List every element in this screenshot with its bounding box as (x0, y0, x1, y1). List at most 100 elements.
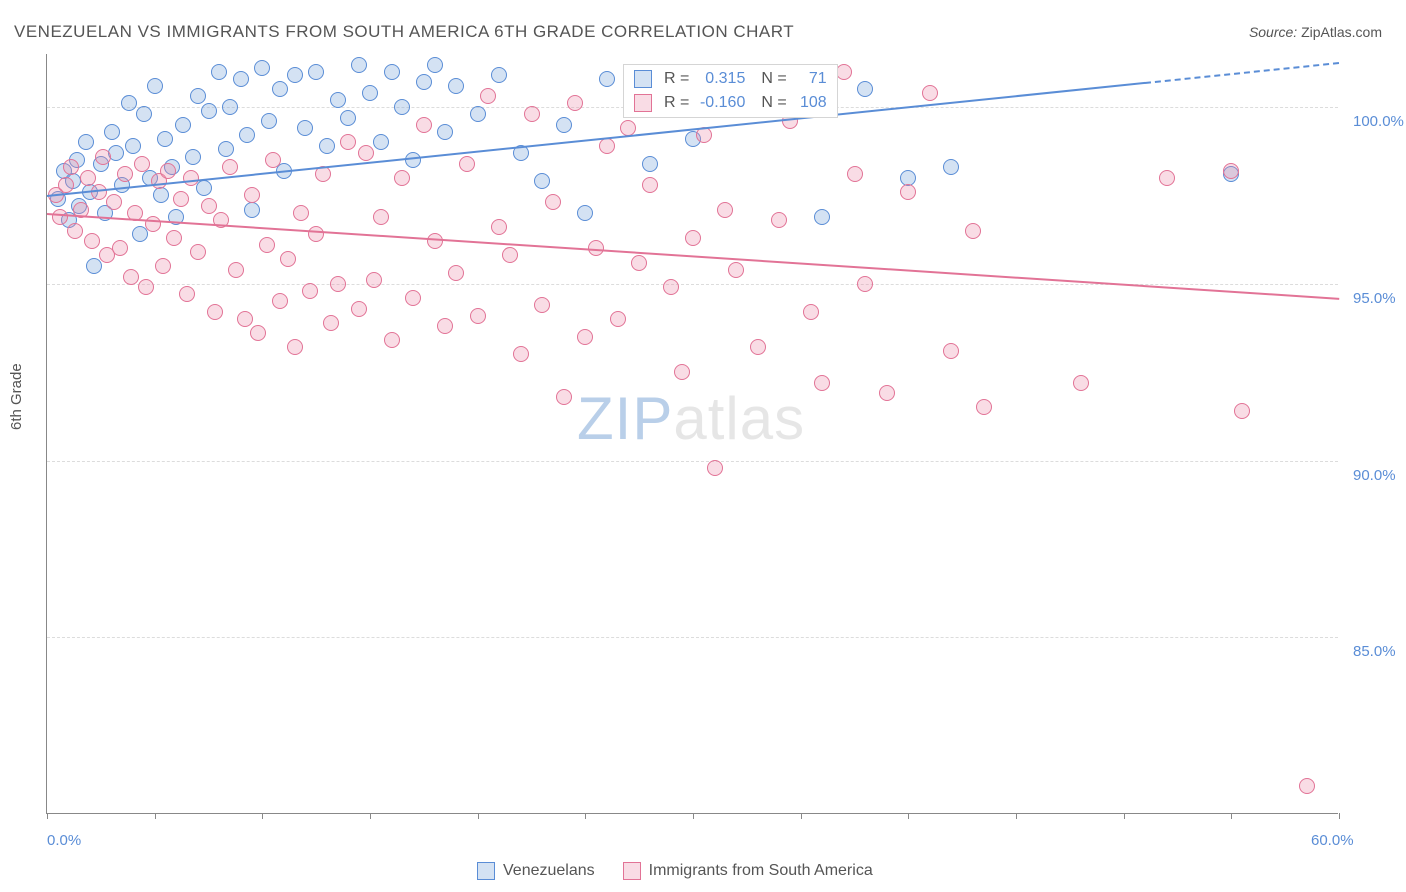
data-point (373, 209, 389, 225)
stats-n-value: 108 (787, 91, 827, 115)
data-point (244, 187, 260, 203)
legend-label: Venezuelans (503, 862, 595, 879)
data-point (201, 198, 217, 214)
data-point (567, 95, 583, 111)
data-point (943, 159, 959, 175)
data-point (179, 286, 195, 302)
data-point (244, 202, 260, 218)
data-point (922, 85, 938, 101)
data-point (138, 279, 154, 295)
data-point (104, 124, 120, 140)
data-point (491, 219, 507, 235)
data-point (196, 180, 212, 196)
stats-n-label: N = (761, 91, 786, 115)
data-point (857, 81, 873, 97)
data-point (207, 304, 223, 320)
data-point (265, 152, 281, 168)
gridline (47, 461, 1338, 462)
stats-r-value: -0.160 (689, 91, 745, 115)
stats-r-label: R = (664, 91, 689, 115)
data-point (427, 57, 443, 73)
data-point (351, 57, 367, 73)
data-point (134, 156, 150, 172)
data-point (642, 156, 658, 172)
data-point (480, 88, 496, 104)
data-point (976, 399, 992, 415)
data-point (302, 283, 318, 299)
data-point (427, 233, 443, 249)
stats-r-value: 0.315 (689, 67, 745, 91)
plot-area: ZIPatlas 85.0%90.0%95.0%100.0%0.0%60.0%R… (46, 54, 1338, 814)
data-point (145, 216, 161, 232)
data-point (190, 88, 206, 104)
data-point (707, 460, 723, 476)
data-point (319, 138, 335, 154)
data-point (351, 301, 367, 317)
x-tick (1231, 813, 1232, 819)
legend-swatch (477, 862, 495, 880)
x-tick (1339, 813, 1340, 819)
data-point (160, 163, 176, 179)
legend-label: Immigrants from South America (649, 862, 873, 879)
watermark: ZIPatlas (577, 384, 805, 453)
data-point (631, 255, 647, 271)
data-point (879, 385, 895, 401)
data-point (405, 152, 421, 168)
data-point (112, 240, 128, 256)
data-point (803, 304, 819, 320)
data-point (185, 149, 201, 165)
stats-box: R =0.315 N =71 R =-0.160 N =108 (623, 64, 838, 118)
data-point (437, 318, 453, 334)
data-point (78, 134, 94, 150)
data-point (183, 170, 199, 186)
watermark-zip: ZIP (577, 385, 673, 452)
watermark-atlas: atlas (673, 385, 805, 452)
stats-n-label: N = (761, 67, 786, 91)
data-point (239, 127, 255, 143)
x-tick (478, 813, 479, 819)
data-point (218, 141, 234, 157)
data-point (1159, 170, 1175, 186)
data-point (358, 145, 374, 161)
chart-container: VENEZUELAN VS IMMIGRANTS FROM SOUTH AMER… (0, 0, 1406, 892)
data-point (272, 293, 288, 309)
data-point (900, 184, 916, 200)
data-point (366, 272, 382, 288)
chart-title: VENEZUELAN VS IMMIGRANTS FROM SOUTH AMER… (14, 22, 794, 42)
data-point (308, 64, 324, 80)
data-point (416, 74, 432, 90)
data-point (147, 78, 163, 94)
data-point (117, 166, 133, 182)
data-point (771, 212, 787, 228)
data-point (502, 247, 518, 263)
stats-swatch (634, 70, 652, 88)
data-point (80, 170, 96, 186)
stats-n-value: 71 (787, 67, 827, 91)
data-point (157, 131, 173, 147)
data-point (222, 99, 238, 115)
data-point (491, 67, 507, 83)
data-point (222, 159, 238, 175)
trend-line-dash (1145, 62, 1339, 84)
data-point (663, 279, 679, 295)
data-point (330, 92, 346, 108)
data-point (1073, 375, 1089, 391)
data-point (642, 177, 658, 193)
y-tick-label: 100.0% (1353, 113, 1404, 130)
data-point (577, 329, 593, 345)
data-point (394, 170, 410, 186)
data-point (448, 78, 464, 94)
data-point (233, 71, 249, 87)
data-point (943, 343, 959, 359)
data-point (534, 297, 550, 313)
data-point (272, 81, 288, 97)
data-point (153, 187, 169, 203)
data-point (545, 194, 561, 210)
stats-r-label: R = (664, 67, 689, 91)
source-label: Source: (1249, 24, 1297, 40)
data-point (362, 85, 378, 101)
data-point (674, 364, 690, 380)
y-tick-label: 95.0% (1353, 290, 1396, 307)
x-tick-label: 60.0% (1311, 832, 1354, 849)
x-tick (1124, 813, 1125, 819)
